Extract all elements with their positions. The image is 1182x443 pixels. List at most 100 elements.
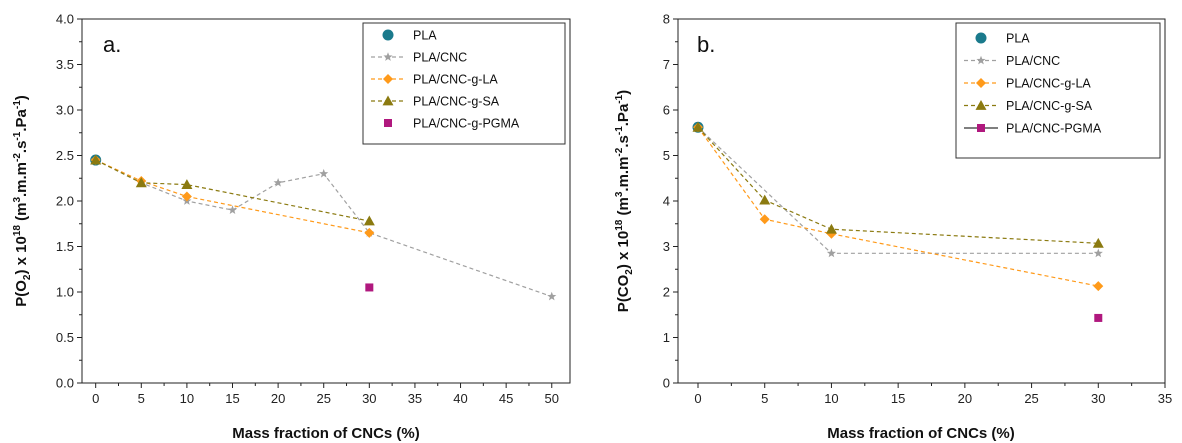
panel-a-y-tick-label: 2.0 [56,194,74,209]
panel-b-line-pla-cnc-g-la [697,126,1099,287]
panel-b-y-tick-label: 7 [663,57,670,72]
panel-a-line-pla-cnc-g-la [95,159,370,234]
panel-b-series-pla-cnc-g-sa [692,121,1104,248]
panel-a-point-pla-cnc-g-sa [90,154,102,165]
panel-b-legend-marker-pla-cnc-g-sa [975,100,987,110]
panel-a-x-axis-title: Mass fraction of CNCs (%) [232,425,420,442]
panel-a-point-pla-cnc-g-la [364,227,375,238]
panel-b-x-tick-label: 35 [1158,391,1172,406]
panel-b-line-pla-cnc-g-sa [697,126,1099,244]
panel-a-point-pla-cnc [319,168,329,178]
panel-b-point-pla-cnc [1093,248,1103,258]
panel-b-y-tick-label: 8 [663,12,670,27]
panel-a-series-pla-cnc-g-pgma [365,283,374,292]
panel-a-y-tick-label: 1.5 [56,239,74,254]
panel-b-legend-label-pla: PLA [1006,32,1030,46]
panel-a-label: a. [103,32,121,57]
panel-b-y-axis-title: P(CO2) x 1018 (m3.m.m-2.s-1.Pa-1) [614,90,635,312]
panel-b-y-tick-label: 4 [663,194,670,209]
panel-b-legend-marker-pla-cnc-pgma [977,124,985,132]
panel-b-x-ticks: 0 5 10 15 20 25 30 35 [694,383,1172,406]
panel-a-legend-marker-pla-cnc [383,52,393,61]
panel-b-y-tick-label: 3 [663,239,670,254]
panel-b-point-pla-cnc-g-sa [825,223,837,234]
panel-b-legend-box [955,22,1161,159]
panel-a-x-tick-label: 10 [180,391,194,406]
panel-a-line-pla-cnc-g-sa [95,159,370,222]
panel-a-point-pla-cnc-g-pgma [365,283,374,292]
panel-a-y-tick-label: 0.5 [56,330,74,345]
panel-b-legend: PLA PLA/CNC PLA/CNC-g-LA PLA/CNC-g-SA PLA/CN… [955,22,1161,159]
panel-a-x-tick-label: 40 [453,391,467,406]
panel-b-x-tick-label: 15 [891,391,905,406]
panel-a-legend-box [362,22,566,145]
panel-b-legend-marker-pla-cnc [976,55,986,65]
panel-a-legend-label-pla-cnc-g-la: PLA/CNC-g-LA [413,73,498,87]
panel-a-legend-marker-pla-cnc-g-pgma [384,119,392,127]
panel-b-y-tick-label: 1 [663,330,670,345]
panel-a-series-pla-cnc-g-la [90,155,375,238]
panel-b-y-ticks: 0 1 2 3 4 5 6 7 8 [663,12,678,391]
panel-a-series-pla-cnc [91,155,557,301]
panel-b-x-tick-label: 25 [1024,391,1038,406]
panel-b-point-pla-cnc-pgma [1094,313,1103,322]
panel-b-y-tick-label: 5 [663,148,670,163]
panel-b-y-tick-label: 6 [663,103,670,118]
panel-a-line-pla-cnc [95,159,552,298]
panel-a-x-tick-label: 20 [271,391,285,406]
panel-b-x-axis-title: Mass fraction of CNCs (%) [827,425,1015,442]
panel-a-y-tick-label: 0.0 [56,376,74,391]
panel-a-point-pla-cnc-g-sa [135,177,147,188]
panel-b-label: b. [697,32,715,57]
panel-b-point-pla-cnc-g-sa [692,121,704,132]
panel-a-legend-label-pla-cnc-g-pgma: PLA/CNC-g-PGMA [413,117,520,131]
panel-a-point-pla-cnc [227,205,238,214]
panel-b-point-pla-cnc [826,248,836,258]
panel-a-y-tick-label: 1.0 [56,285,74,300]
panel-b-x-tick-label: 20 [958,391,972,406]
panel-b-x-tick-label: 0 [694,391,701,406]
panel-a-y-axis-title: P(O2) x 1018 (m3.m.m-2.s-1.Pa-1) [12,95,33,307]
panel-a-x-tick-label: 0 [92,391,99,406]
panel-a-y-tick-label: 3.0 [56,103,74,118]
panel-b-x-tick-label: 30 [1091,391,1105,406]
panel-a-x-tick-label: 30 [362,391,376,406]
panel-a-y-tick-label: 2.5 [56,148,74,163]
panel-a-x-tick-label: 35 [408,391,422,406]
panel-b-point-pla-cnc-g-la [1093,281,1104,292]
panel-b-point-pla-cnc-g-la [759,214,770,225]
panel-b-legend-label-pla-cnc: PLA/CNC [1006,54,1060,68]
panel-b-legend-label-pla-cnc-g-sa: PLA/CNC-g-SA [1006,99,1093,113]
panel-b-legend-marker-pla [975,32,987,44]
panel-a-point-pla-cnc-g-la [181,191,192,202]
panel-a-x-tick-label: 45 [499,391,513,406]
panel-a-legend-label-pla-cnc: PLA/CNC [413,51,467,65]
panel-b-x-tick-label: 5 [761,391,768,406]
panel-b-x-tick-label: 10 [824,391,838,406]
chart-panel-a: a. 0 5 10 15 20 25 30 35 40 45 50 0.0 0.5 1.0 1.5 2.0 2… [12,12,571,442]
panel-a-legend-marker-pla-cnc-g-sa [382,95,394,106]
panel-a-y-tick-label: 4.0 [56,12,74,27]
panel-a-y-ticks: 0.0 0.5 1.0 1.5 2.0 2.5 3.0 3.5 4.0 [56,12,82,391]
panel-a-series-pla-cnc-g-sa [90,154,375,226]
panel-b-series-pla-cnc-pgma [1094,313,1103,322]
panel-a-point-pla-cnc-g-sa [181,179,193,190]
panel-a-point-pla-cnc-g-sa [363,215,375,226]
panel-a-x-ticks: 0 5 10 15 20 25 30 35 40 45 50 [92,383,559,406]
panel-a-x-tick-label: 15 [225,391,239,406]
panel-a-series [90,154,557,301]
panel-a-x-tick-label: 25 [316,391,330,406]
panel-a-x-tick-label: 5 [138,391,145,406]
panel-b-legend-label-pla-cnc-pgma: PLA/CNC-PGMA [1006,122,1102,136]
panel-b-y-tick-label: 2 [663,285,670,300]
panel-a-y-tick-label: 3.5 [56,57,74,72]
panel-a-point-pla-cnc [547,291,557,301]
panel-a-point-pla-cnc [273,178,283,187]
panel-b-point-pla-cnc-g-sa [759,194,771,205]
panel-a-legend: PLA PLA/CNC PLA/CNC-g-LA PLA/CNC-g-SA PLA/CN… [362,22,566,145]
panel-b-point-pla-cnc-g-sa [1092,237,1104,248]
panel-b-legend-label-pla-cnc-g-la: PLA/CNC-g-LA [1006,77,1091,91]
panel-a-legend-marker-pla-cnc-g-la [383,74,393,84]
